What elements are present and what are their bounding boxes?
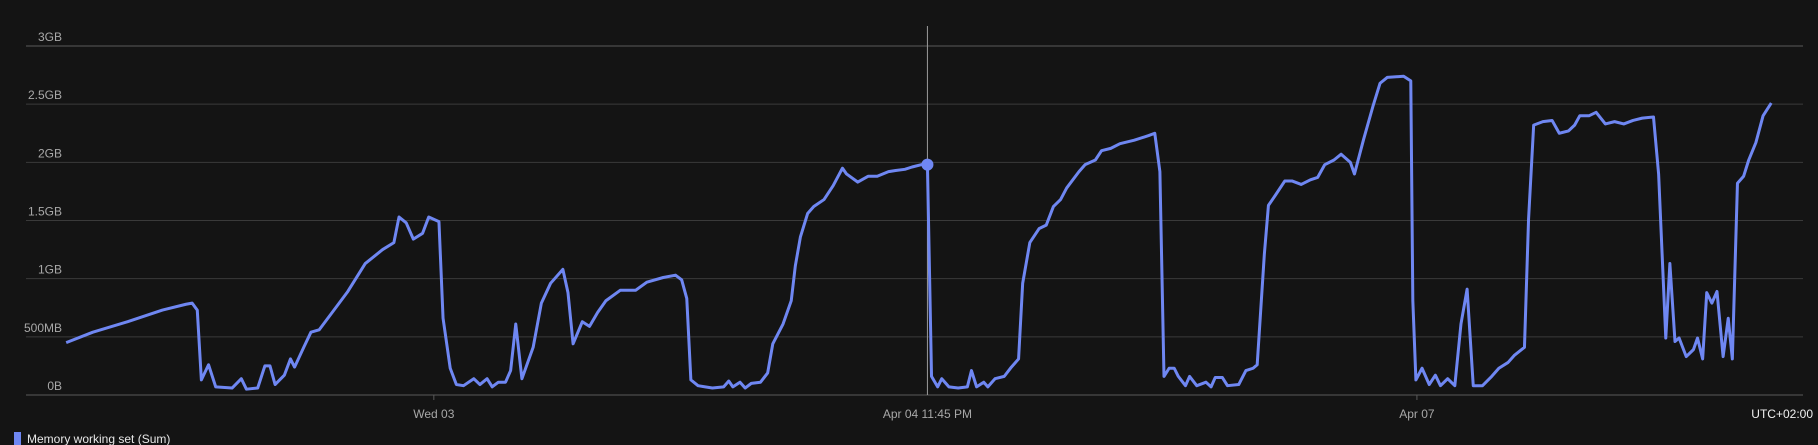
y-tick-label: 500MB [24, 321, 62, 335]
legend-label: Memory working set (Sum) [27, 432, 170, 445]
x-tick-label: Apr 07 [1399, 407, 1435, 421]
y-tick-label: 2.5GB [28, 88, 62, 102]
y-tick-label: 3GB [38, 30, 62, 44]
y-tick-label: 0B [47, 379, 62, 393]
data-line [65, 74, 1773, 391]
x-tick-label: Wed 03 [413, 407, 454, 421]
y-tick-label: 1GB [38, 263, 62, 277]
y-tick-label: 2GB [38, 146, 62, 160]
timezone-label: UTC+02:00 [1751, 407, 1813, 421]
cursor-label: Apr 04 11:45 PM [883, 407, 972, 421]
y-tick-label: 1.5GB [28, 205, 62, 219]
legend-swatch [14, 432, 21, 445]
cursor-point [921, 158, 934, 171]
